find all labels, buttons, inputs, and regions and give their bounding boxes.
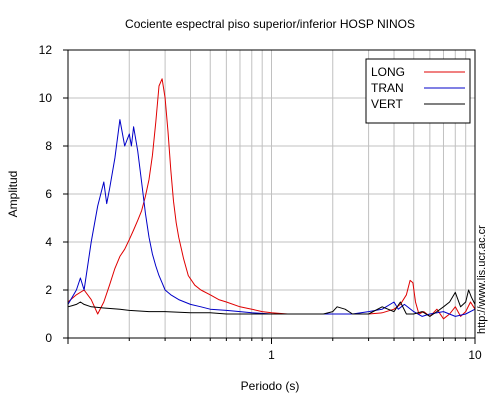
credit-url: http://www.lis.ucr.ac.cr: [476, 225, 488, 334]
y-tick-label: 12: [39, 43, 53, 57]
grid: [67, 49, 476, 339]
y-tick-label: 2: [45, 283, 52, 297]
x-tick-label: 10: [468, 348, 482, 362]
x-axis-label: Periodo (s): [241, 379, 300, 393]
tick-group: 0 2 4 6 8 10 12 1 10: [39, 43, 482, 362]
series-line-vert: [67, 289, 476, 317]
y-axis-label: Amplitud: [6, 171, 20, 218]
y-tick-label: 4: [45, 235, 52, 249]
y-tick-label: 0: [45, 331, 52, 345]
legend-label-long: LONG: [371, 65, 405, 79]
legend-label-tran: TRAN: [371, 81, 404, 95]
x-tick-label: 1: [268, 348, 275, 362]
series-line-tran: [67, 119, 476, 317]
series-line-long: [67, 78, 476, 320]
legend-label-vert: VERT: [371, 97, 403, 111]
y-tick-label: 8: [45, 139, 52, 153]
series-group: [67, 78, 476, 320]
chart-title: Cociente espectral piso superior/inferio…: [125, 17, 415, 31]
legend-box: [365, 58, 471, 124]
y-tick-label: 10: [39, 91, 53, 105]
legend: LONG TRAN VERT: [365, 58, 471, 124]
y-tick-label: 6: [45, 187, 52, 201]
